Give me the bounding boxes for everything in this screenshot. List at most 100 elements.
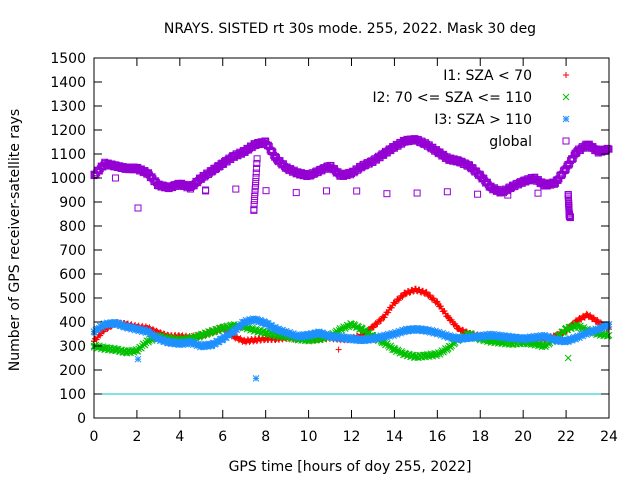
data-point: [358, 162, 366, 170]
y-tick-label: 300: [59, 339, 86, 355]
data-point: [573, 317, 580, 324]
data-point: [202, 186, 210, 194]
data-point: [326, 333, 334, 340]
data-point: [322, 187, 330, 195]
data-point: [273, 325, 280, 333]
data-point: [348, 169, 355, 177]
data-point: [519, 335, 527, 343]
data-point: [433, 148, 441, 156]
legend-label: I1: SZA < 70: [443, 68, 532, 84]
data-point: [595, 319, 602, 325]
data-point: [466, 334, 473, 341]
data-point: [530, 334, 538, 341]
data-point: [252, 375, 260, 382]
data-point: [252, 169, 260, 177]
data-point: [564, 354, 572, 362]
data-point: [187, 339, 194, 346]
data-point: [476, 172, 484, 180]
data-point: [423, 352, 430, 359]
data-point: [250, 196, 258, 204]
data-point: [294, 169, 302, 177]
y-tick-label: 700: [59, 243, 86, 259]
x-tick-label: 6: [218, 429, 227, 445]
data-point: [508, 182, 516, 190]
data-point: [133, 325, 141, 333]
x-tick-label: 10: [300, 429, 318, 445]
data-point: [251, 181, 259, 189]
data-point: [315, 329, 323, 337]
data-point: [241, 338, 248, 345]
data-point: [232, 185, 240, 193]
series-2: [90, 315, 613, 382]
data-point: [498, 333, 506, 340]
data-point: [434, 299, 441, 306]
data-point: [134, 204, 142, 212]
data-point: [262, 319, 270, 327]
data-point: [101, 321, 109, 328]
data-point: [401, 351, 409, 358]
data-point: [283, 164, 291, 172]
data-point: [165, 339, 173, 346]
data-point: [176, 340, 184, 347]
data-point: [253, 155, 261, 163]
data-point: [348, 321, 355, 328]
data-point: [208, 167, 216, 175]
data-point: [566, 214, 574, 222]
data-point: [305, 331, 312, 339]
data-point: [380, 333, 388, 340]
data-point: [391, 330, 398, 338]
data-point: [262, 329, 270, 337]
data-point: [423, 290, 430, 297]
data-point: [348, 335, 355, 343]
data-point: [423, 327, 430, 334]
data-point: [337, 334, 345, 341]
data-point: [573, 148, 581, 156]
data-point: [335, 346, 342, 353]
y-tick-label: 500: [59, 291, 86, 307]
legend-label: I2: 70 <= SZA <= 110: [372, 90, 532, 106]
data-point: [250, 206, 258, 214]
data-point: [391, 346, 398, 353]
data-point: [219, 324, 227, 332]
data-point: [433, 351, 441, 358]
y-tick-label: 900: [59, 195, 86, 211]
data-point: [253, 159, 261, 167]
data-point: [594, 325, 602, 333]
data-point: [402, 290, 409, 297]
x-tick-label: 14: [386, 429, 404, 445]
data-point: [487, 331, 495, 339]
x-tick-label: 8: [261, 429, 270, 445]
data-point: [423, 140, 431, 148]
data-point: [541, 181, 549, 189]
x-tick-label: 4: [175, 429, 184, 445]
data-point: [219, 335, 227, 343]
data-point: [208, 341, 216, 349]
data-point: [541, 342, 548, 350]
data-point: [250, 201, 258, 209]
data-point: [240, 318, 248, 326]
x-tick-label: 22: [557, 429, 575, 445]
data-point: [444, 155, 452, 163]
data-point: [230, 328, 237, 335]
data-point: [144, 328, 151, 335]
data-point: [412, 286, 419, 293]
data-point: [509, 334, 516, 341]
data-point: [383, 190, 391, 198]
data-point: [412, 136, 420, 144]
data-point: [534, 189, 542, 197]
data-point: [552, 336, 559, 344]
legend-marker: [562, 93, 570, 101]
data-point: [498, 188, 506, 196]
data-point: [229, 152, 237, 160]
y-tick-label: 0: [77, 411, 86, 427]
legend-label: I3: SZA > 110: [434, 112, 532, 128]
data-point: [358, 336, 366, 344]
data-point: [134, 355, 142, 363]
y-tick-label: 1200: [50, 123, 86, 139]
axes-layer: 0 2 4 6 8 10 12 14 16 18 20 22 240100200300400500600…: [50, 51, 618, 445]
data-point: [455, 157, 463, 165]
data-point: [294, 333, 302, 340]
data-point: [337, 172, 345, 180]
x-tick-label: 20: [514, 429, 532, 445]
data-point: [272, 155, 280, 163]
